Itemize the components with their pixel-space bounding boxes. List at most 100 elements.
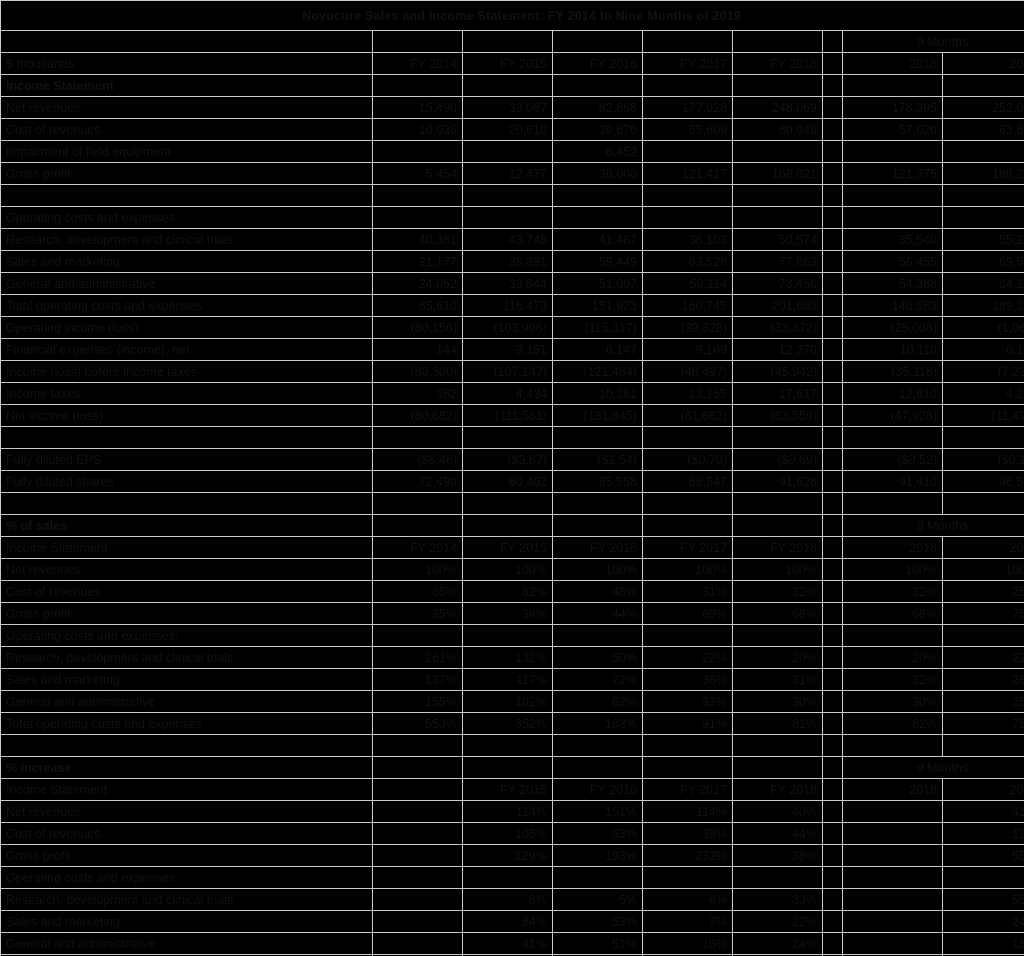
percent-cell-2[interactable]: 100% xyxy=(552,558,643,581)
value-cell-2[interactable]: 6,147 xyxy=(552,338,643,361)
growth-cell-2[interactable]: 232% xyxy=(642,844,733,867)
value-cell-1[interactable]: (111,581) xyxy=(462,404,553,427)
growth-cell-0[interactable]: 129% xyxy=(462,844,553,867)
growth-cell-2[interactable]: 39% xyxy=(642,822,733,845)
value-cell-3[interactable]: 55,609 xyxy=(642,118,733,141)
value-cell-3[interactable]: 121,417 xyxy=(642,162,733,185)
percent-cell-4[interactable]: 30% xyxy=(732,690,823,713)
value-cell-1[interactable]: 33,087 xyxy=(462,96,553,119)
nine-value-cell-0[interactable] xyxy=(842,206,943,229)
value-cell-1[interactable]: 43,748 xyxy=(462,228,553,251)
growth-nine-cell-1[interactable]: 41% xyxy=(941,800,1024,823)
nine-value-cell-1[interactable] xyxy=(941,184,1024,207)
nine-value-cell-1[interactable]: 55,262 xyxy=(941,228,1024,251)
percent-nine-cell-1[interactable]: 75% xyxy=(941,712,1024,735)
value-cell-2[interactable]: (121,464) xyxy=(552,360,643,383)
nine-value-cell-0[interactable]: (35,118) xyxy=(842,360,943,383)
percent-cell-4[interactable]: 100% xyxy=(732,558,823,581)
value-cell-4[interactable]: (45,942) xyxy=(732,360,823,383)
percent-nine-cell-0[interactable]: 100% xyxy=(842,558,943,581)
value-cell-4[interactable]: 77,863 xyxy=(732,250,823,273)
value-cell-4[interactable] xyxy=(732,206,823,229)
percent-cell-4[interactable]: 31% xyxy=(732,668,823,691)
nine-value-cell-1[interactable]: (7,232) xyxy=(941,360,1024,383)
nine-value-cell-0[interactable]: ($0.52) xyxy=(842,448,943,471)
value-cell-0[interactable]: 15,490 xyxy=(372,96,463,119)
percent-cell-3[interactable]: 22% xyxy=(642,646,733,669)
percent-cell-0[interactable]: 137% xyxy=(372,668,463,691)
percent-cell-0[interactable]: 261% xyxy=(372,646,463,669)
growth-cell-2[interactable]: -8% xyxy=(642,888,733,911)
value-cell-4[interactable]: ($0.69) xyxy=(732,448,823,471)
value-cell-2[interactable]: 51,007 xyxy=(552,272,643,295)
nine-value-cell-1[interactable]: 6,165 xyxy=(941,338,1024,361)
value-cell-4[interactable] xyxy=(732,140,823,163)
percent-cell-3[interactable]: 36% xyxy=(642,668,733,691)
percent-cell-2[interactable]: 50% xyxy=(552,646,643,669)
growth-nine-cell-0[interactable] xyxy=(842,800,943,823)
value-cell-4[interactable]: 91,828 xyxy=(732,470,823,493)
percent-cell-1[interactable] xyxy=(462,624,553,647)
nine-value-cell-0[interactable] xyxy=(842,426,943,449)
value-cell-1[interactable] xyxy=(462,140,553,163)
nine-value-cell-0[interactable]: 57,020 xyxy=(842,118,943,141)
percent-cell-4[interactable]: 20% xyxy=(732,646,823,669)
nine-value-cell-0[interactable] xyxy=(842,184,943,207)
growth-cell-2[interactable]: 16% xyxy=(642,932,733,955)
value-cell-4[interactable]: (63,559) xyxy=(732,404,823,427)
value-cell-4[interactable]: (33,872) xyxy=(732,316,823,339)
growth-cell-3[interactable] xyxy=(732,866,823,889)
value-cell-1[interactable]: 20,610 xyxy=(462,118,553,141)
value-cell-3[interactable]: 59,114 xyxy=(642,272,733,295)
value-cell-1[interactable]: 116,473 xyxy=(462,294,553,317)
nine-value-cell-0[interactable]: 54,388 xyxy=(842,272,943,295)
percent-nine-cell-0[interactable]: 32% xyxy=(842,668,943,691)
growth-cell-3[interactable]: 40% xyxy=(732,800,823,823)
percent-cell-0[interactable] xyxy=(372,624,463,647)
growth-cell-0[interactable]: 114% xyxy=(462,800,553,823)
growth-cell-2[interactable]: 7% xyxy=(642,910,733,933)
growth-cell-1[interactable]: 53% xyxy=(552,910,643,933)
growth-nine-cell-1[interactable]: 29% xyxy=(941,954,1024,956)
value-cell-3[interactable]: 63,528 xyxy=(642,250,733,273)
value-cell-3[interactable]: 177,028 xyxy=(642,96,733,119)
percent-nine-cell-1[interactable]: 22% xyxy=(941,646,1024,669)
nine-value-cell-1[interactable]: 63,820 xyxy=(941,118,1024,141)
nine-value-cell-0[interactable]: (25,008) xyxy=(842,316,943,339)
percent-nine-cell-1[interactable] xyxy=(941,624,1024,647)
nine-value-cell-0[interactable]: 178,395 xyxy=(842,96,943,119)
growth-cell-3[interactable]: 24% xyxy=(732,932,823,955)
value-cell-0[interactable]: 144 xyxy=(372,338,463,361)
value-cell-0[interactable]: ($6.46) xyxy=(372,448,463,471)
growth-nine-cell-1[interactable]: 24% xyxy=(941,910,1024,933)
growth-cell-1[interactable]: 151% xyxy=(552,800,643,823)
percent-cell-3[interactable]: 31% xyxy=(642,580,733,603)
percent-cell-0[interactable]: 553% xyxy=(372,712,463,735)
percent-nine-cell-0[interactable]: 68% xyxy=(842,602,943,625)
value-cell-2[interactable]: (115,317) xyxy=(552,316,643,339)
percent-cell-0[interactable]: 155% xyxy=(372,690,463,713)
value-cell-2[interactable] xyxy=(552,206,643,229)
value-cell-3[interactable]: 160,745 xyxy=(642,294,733,317)
nine-value-cell-0[interactable]: 35,540 xyxy=(842,228,943,251)
value-cell-2[interactable]: 59,449 xyxy=(552,250,643,273)
value-cell-2[interactable]: 36,606 xyxy=(552,162,643,185)
value-cell-3[interactable]: (39,328) xyxy=(642,316,733,339)
value-cell-3[interactable]: ($0.70) xyxy=(642,448,733,471)
nine-value-cell-1[interactable] xyxy=(941,140,1024,163)
nine-value-cell-1[interactable] xyxy=(941,426,1024,449)
value-cell-3[interactable]: 13,165 xyxy=(642,382,733,405)
value-cell-4[interactable] xyxy=(732,426,823,449)
value-cell-1[interactable]: (107,147) xyxy=(462,360,553,383)
value-cell-1[interactable] xyxy=(462,184,553,207)
percent-cell-3[interactable]: 100% xyxy=(642,558,733,581)
growth-nine-cell-0[interactable] xyxy=(842,866,943,889)
value-cell-4[interactable]: 17,617 xyxy=(732,382,823,405)
growth-cell-0[interactable]: 41% xyxy=(462,932,553,955)
value-cell-1[interactable]: (103,996) xyxy=(462,316,553,339)
percent-cell-3[interactable] xyxy=(642,624,733,647)
value-cell-1[interactable]: 4,434 xyxy=(462,382,553,405)
value-cell-3[interactable] xyxy=(642,206,733,229)
value-cell-2[interactable]: 6,452 xyxy=(552,140,643,163)
value-cell-1[interactable]: 38,881 xyxy=(462,250,553,273)
